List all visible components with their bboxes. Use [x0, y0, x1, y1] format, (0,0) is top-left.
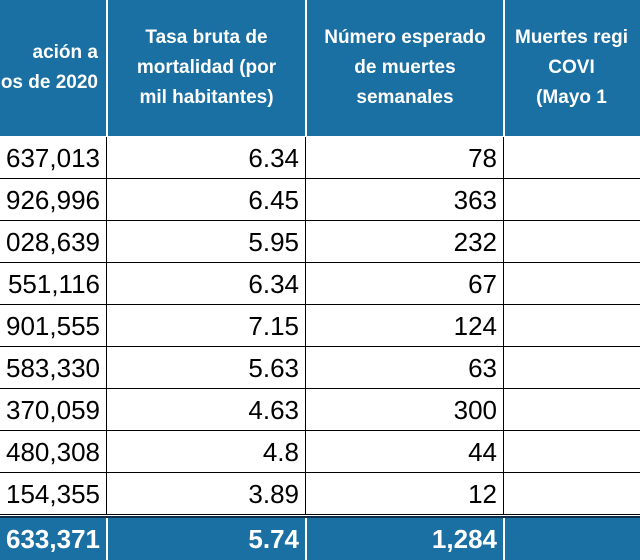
cell-covid-deaths [503, 473, 640, 515]
cell-mortality-rate: 6.45 [106, 179, 305, 221]
total-expected-deaths: 1,284 [305, 518, 503, 560]
total-covid-deaths [503, 518, 640, 560]
header-population: ación a os de 2020 [0, 0, 106, 136]
cell-expected-deaths: 124 [305, 305, 503, 347]
cell-covid-deaths [503, 221, 640, 263]
cell-population: 480,308 [0, 431, 106, 473]
header-crude-mortality-rate-label: Tasa bruta de mortalidad (por mil habita… [136, 27, 277, 108]
cell-covid-deaths [503, 179, 640, 221]
cell-covid-deaths [503, 431, 640, 473]
cell-population: 370,059 [0, 389, 106, 431]
cell-population: 901,555 [0, 305, 106, 347]
total-population: 633,371 [6, 524, 100, 554]
header-population-label: ación a os de 2020 [0, 42, 98, 93]
cell-expected-deaths: 232 [305, 221, 503, 263]
total-mortality-rate: 5.74 [106, 518, 305, 560]
table-row: 028,639 5.95 232 [0, 221, 640, 263]
cell-expected-deaths: 67 [305, 263, 503, 305]
header-expected-weekly-deaths-label: Número esperado de muertes semanales [324, 27, 486, 108]
cell-population: 028,639 [0, 221, 106, 263]
table-row: 583,330 5.63 63 [0, 347, 640, 389]
cell-population: 583,330 [0, 347, 106, 389]
header-crude-mortality-rate: Tasa bruta de mortalidad (por mil habita… [106, 0, 305, 136]
cell-expected-deaths: 44 [305, 431, 503, 473]
cell-mortality-rate: 4.8 [106, 431, 305, 473]
header-expected-weekly-deaths: Número esperado de muertes semanales [305, 0, 503, 136]
header-covid-registered-deaths-label: Muertes regi COVI (Mayo 1 [515, 27, 628, 108]
table-row: 637,013 6.34 78 [0, 137, 640, 179]
cell-mortality-rate: 6.34 [106, 263, 305, 305]
table-row: 370,059 4.63 300 [0, 389, 640, 431]
cell-expected-deaths: 63 [305, 347, 503, 389]
cell-population: 154,355 [0, 473, 106, 515]
table-row: 480,308 4.8 44 [0, 431, 640, 473]
cell-expected-deaths: 78 [305, 137, 503, 179]
cell-mortality-rate: 7.15 [106, 305, 305, 347]
cell-mortality-rate: 5.63 [106, 347, 305, 389]
cell-covid-deaths [503, 137, 640, 179]
cell-population: 926,996 [0, 179, 106, 221]
cell-covid-deaths [503, 263, 640, 305]
cell-mortality-rate: 3.89 [106, 473, 305, 515]
cell-expected-deaths: 363 [305, 179, 503, 221]
cell-covid-deaths [503, 389, 640, 431]
cell-expected-deaths: 300 [305, 389, 503, 431]
header-covid-registered-deaths: Muertes regi COVI (Mayo 1 [503, 0, 640, 136]
cell-mortality-rate: 5.95 [106, 221, 305, 263]
table-row: 901,555 7.15 124 [0, 305, 640, 347]
cell-population: 551,116 [0, 263, 106, 305]
cell-expected-deaths: 12 [305, 473, 503, 515]
table-row: 154,355 3.89 12 [0, 473, 640, 515]
cell-covid-deaths [503, 347, 640, 389]
table-row: 926,996 6.45 363 [0, 179, 640, 221]
table-row: 551,116 6.34 67 [0, 263, 640, 305]
total-row: 633,371 5.74 1,284 [0, 516, 640, 560]
cell-mortality-rate: 4.63 [106, 389, 305, 431]
cell-mortality-rate: 6.34 [106, 137, 305, 179]
cell-population: 637,013 [0, 137, 106, 179]
cell-covid-deaths [503, 305, 640, 347]
